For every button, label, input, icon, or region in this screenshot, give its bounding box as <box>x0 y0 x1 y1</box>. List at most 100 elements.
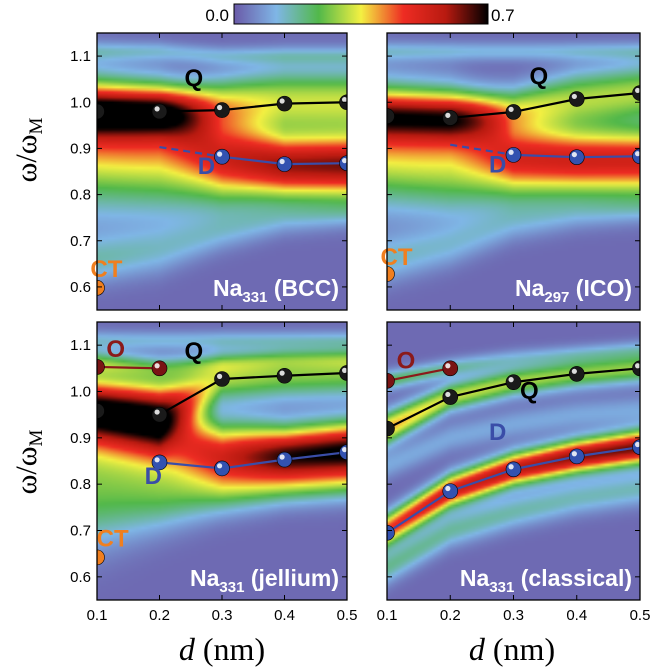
series-label-D: D <box>489 419 506 446</box>
y-tick-label: 0.9 <box>70 430 91 447</box>
x-tick-label: 0.5 <box>630 607 651 624</box>
y-axis-label-bottom: ω/ωM <box>10 430 47 495</box>
heatmap-image <box>97 33 347 310</box>
x-label-symbol: d <box>469 631 486 667</box>
series-Q-point <box>276 95 293 112</box>
series-O-point <box>151 360 168 377</box>
series-D-line <box>159 451 347 470</box>
series-D-dashed-line <box>450 143 514 156</box>
series-Q-point <box>442 389 459 405</box>
series-D-point <box>276 156 293 172</box>
heatmap-image <box>387 33 640 310</box>
series-label-D: D <box>489 151 506 178</box>
series-label-O: O <box>106 336 125 363</box>
y-tick-label: 1.0 <box>70 94 91 111</box>
panel-title: Na331 (jellium) <box>190 565 339 596</box>
x-tick-label: 0.3 <box>212 607 233 624</box>
series-Q-point <box>568 366 585 382</box>
series-Q-point <box>632 360 640 377</box>
series-Q-point <box>339 365 347 381</box>
y-tick-label: 0.6 <box>70 569 91 586</box>
panel-2: Q D CT Na297 (ICO) <box>380 32 641 311</box>
colorbar-min-label: 0.0 <box>205 6 229 25</box>
series-D-point <box>276 451 293 468</box>
series-D-point <box>568 448 585 465</box>
series-Q-point <box>442 110 459 126</box>
series-label-CT: CT <box>380 244 412 271</box>
y-label-main: ω/ω <box>10 135 43 183</box>
series-D-point <box>442 483 459 499</box>
x-axis-label-left: d (nm) <box>179 631 265 667</box>
series-Q-point <box>214 371 230 387</box>
panel-4: O QD Na331 (classical) 0.1 0.2 0.3 0.4 0.5 <box>377 321 651 624</box>
y-tick-label: 1.1 <box>70 48 91 65</box>
panel-title: Na331 (BCC) <box>213 275 339 306</box>
y-tick-label: 0.8 <box>70 187 91 204</box>
series-O-point <box>442 360 459 377</box>
series-Q-point <box>151 103 168 120</box>
series-Q-point <box>505 374 522 391</box>
x-tick-label: 0.3 <box>503 607 524 624</box>
y-tick-label: 0.7 <box>70 233 91 250</box>
series-O-line <box>97 365 160 370</box>
panel-3: O Q D CT Na331 (jellium) 0.1 0.2 0.3 0.4 0.5 0.6 0.… <box>70 321 358 624</box>
panel-title: Na331 (classical) <box>460 565 632 596</box>
y-tick-label: 0.9 <box>70 140 91 157</box>
y-label-main: ω/ω <box>10 447 43 495</box>
x-tick-label: 0.2 <box>149 607 170 624</box>
colorbar-gradient <box>233 3 489 25</box>
x-tick-label: 0.5 <box>337 607 358 624</box>
y-tick-label: 0.8 <box>70 476 91 493</box>
series-Q-point <box>505 104 522 120</box>
series-label-D: D <box>145 463 162 490</box>
y-tick-label: 1.1 <box>70 337 91 354</box>
x-tick-label: 0.1 <box>87 607 108 624</box>
x-tick-label: 0.4 <box>274 607 295 624</box>
series-D-point <box>214 460 230 477</box>
x-tick-label: 0.2 <box>440 607 461 624</box>
series-label-Q: Q <box>529 63 548 90</box>
y-axis-label-top: ω/ωM <box>10 118 47 183</box>
series-Q-point <box>276 367 293 384</box>
series-label-CT: CT <box>97 526 129 553</box>
series-D-point <box>505 147 522 163</box>
series-O-line <box>387 367 451 382</box>
x-label-unit: (nm) <box>485 631 555 667</box>
panel-1: Q D CT Na331 (BCC) 0.6 0.7 0.8 0.9 1.0 1.1 <box>70 32 348 311</box>
colorbar: 0.0 0.7 <box>205 3 515 25</box>
y-tick-label: 0.6 <box>70 279 91 296</box>
x-label-symbol: d <box>179 631 196 667</box>
x-tick-label: 0.4 <box>566 607 587 624</box>
svg-text:ω/ωM: ω/ωM <box>10 118 47 183</box>
series-label-Q: Q <box>520 377 539 404</box>
colorbar-max-label: 0.7 <box>491 6 515 25</box>
series-D-point <box>339 155 347 171</box>
series-D-point <box>505 461 522 478</box>
x-label-unit: (nm) <box>195 631 265 667</box>
y-label-sub: M <box>26 430 47 447</box>
series-label-O: O <box>397 347 416 374</box>
series-Q-point <box>632 85 640 101</box>
series-D-point <box>214 148 230 165</box>
series-Q-point <box>568 91 585 107</box>
heatmap-image <box>387 322 640 600</box>
y-tick-label: 1.0 <box>70 384 91 401</box>
y-label-sub: M <box>26 118 47 135</box>
series-D-point <box>632 439 640 455</box>
panel-title: Na297 (ICO) <box>515 275 632 306</box>
series-label-Q: Q <box>185 65 204 92</box>
x-axis-label-right: d (nm) <box>469 631 555 667</box>
series-D-point <box>568 149 585 165</box>
series-D-point <box>632 148 640 165</box>
y-tick-label: 0.7 <box>70 523 91 540</box>
svg-text:ω/ωM: ω/ωM <box>10 430 47 495</box>
x-tick-label: 0.1 <box>377 607 398 624</box>
series-Q-point <box>151 406 168 423</box>
series-D-dashed-line <box>159 145 223 158</box>
series-Q-point <box>214 102 230 118</box>
series-label-CT: CT <box>90 256 122 283</box>
series-label-Q: Q <box>185 338 204 365</box>
series-label-D: D <box>198 153 215 180</box>
series-D-point <box>339 444 347 460</box>
